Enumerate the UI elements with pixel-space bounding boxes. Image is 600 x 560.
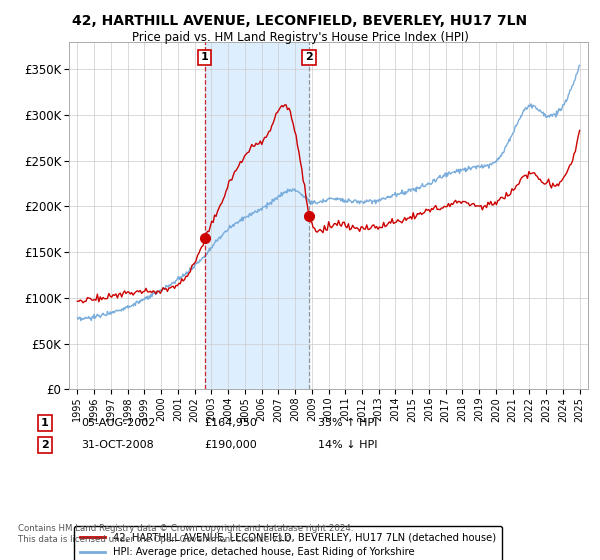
Text: 14% ↓ HPI: 14% ↓ HPI xyxy=(318,440,377,450)
Text: 1: 1 xyxy=(201,53,208,62)
Text: 1: 1 xyxy=(41,418,49,428)
Text: 31-OCT-2008: 31-OCT-2008 xyxy=(81,440,154,450)
Text: £164,950: £164,950 xyxy=(204,418,257,428)
Text: Price paid vs. HM Land Registry's House Price Index (HPI): Price paid vs. HM Land Registry's House … xyxy=(131,31,469,44)
Text: 2: 2 xyxy=(41,440,49,450)
Legend: 42, HARTHILL AVENUE, LECONFIELD, BEVERLEY, HU17 7LN (detached house), HPI: Avera: 42, HARTHILL AVENUE, LECONFIELD, BEVERLE… xyxy=(74,526,502,560)
Text: 05-AUG-2002: 05-AUG-2002 xyxy=(81,418,155,428)
Bar xyxy=(205,42,309,389)
Text: £190,000: £190,000 xyxy=(204,440,257,450)
Text: 2: 2 xyxy=(305,53,313,62)
Text: This data is licensed under the Open Government Licence v3.0.: This data is licensed under the Open Gov… xyxy=(18,535,293,544)
Text: Contains HM Land Registry data © Crown copyright and database right 2024.: Contains HM Land Registry data © Crown c… xyxy=(18,524,353,533)
Text: 42, HARTHILL AVENUE, LECONFIELD, BEVERLEY, HU17 7LN: 42, HARTHILL AVENUE, LECONFIELD, BEVERLE… xyxy=(73,14,527,28)
Text: 35% ↑ HPI: 35% ↑ HPI xyxy=(318,418,377,428)
